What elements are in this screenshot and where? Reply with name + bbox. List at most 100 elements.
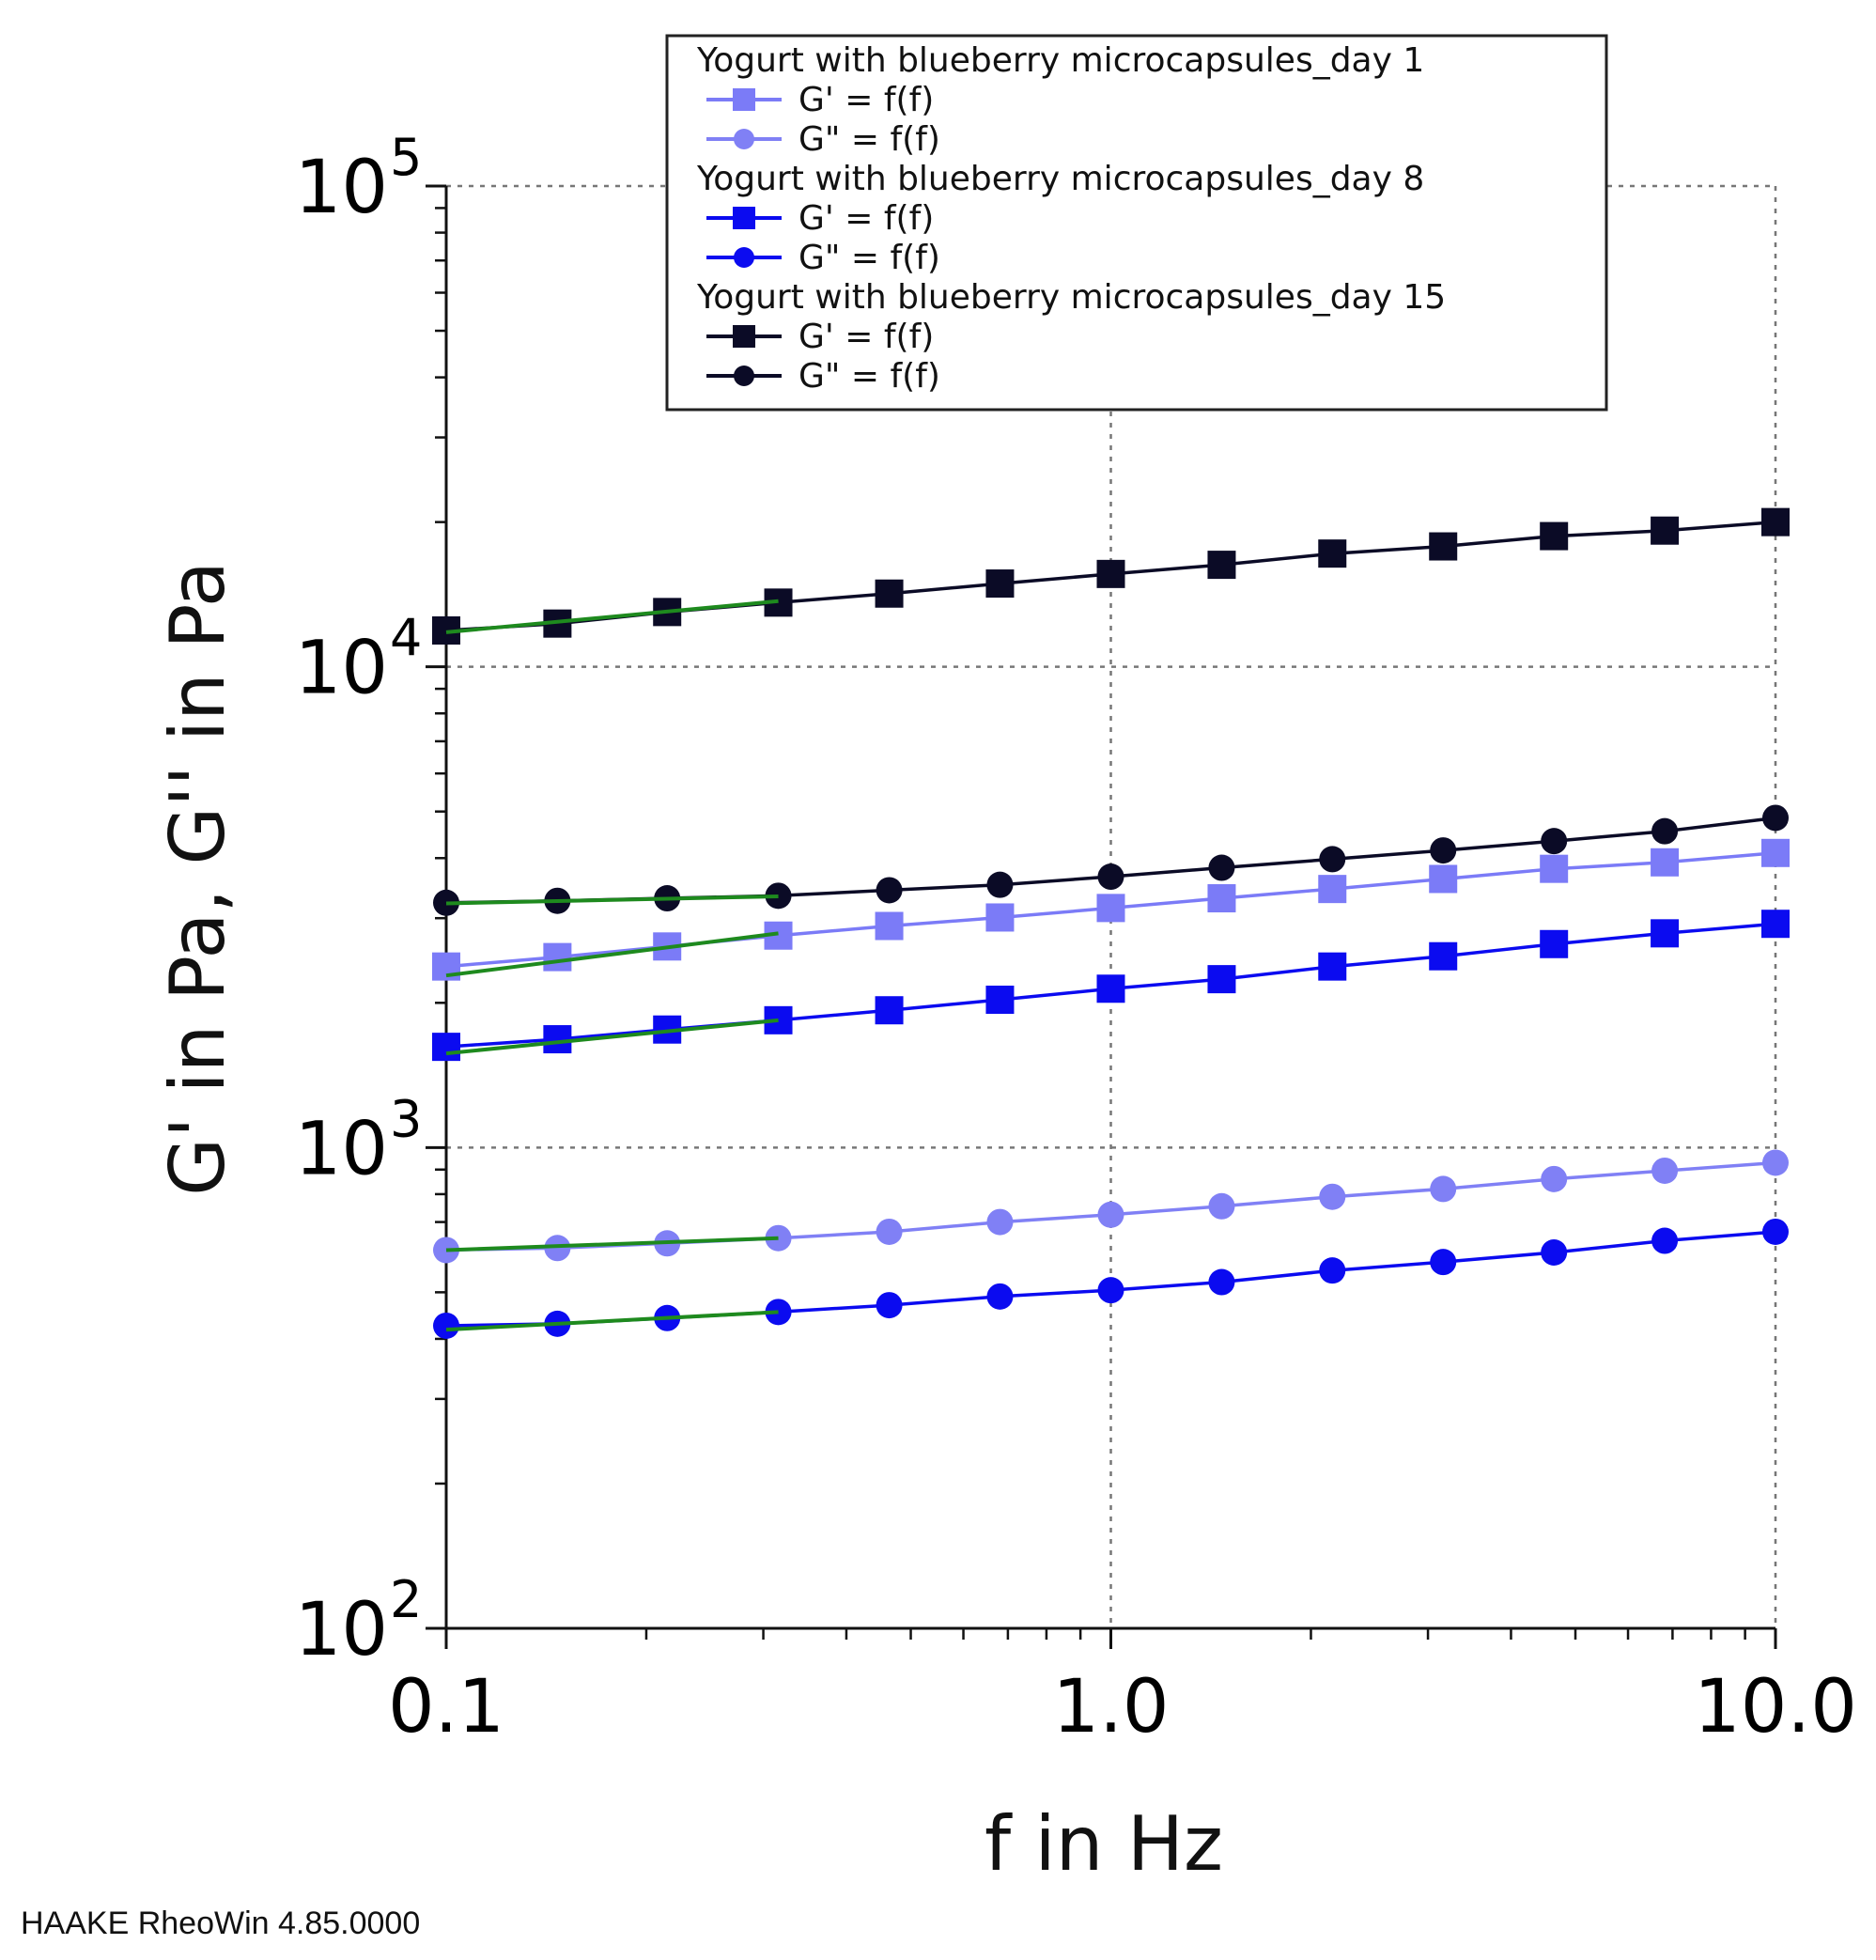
legend-series-label: G" = f(f) <box>798 239 940 277</box>
data-point-square <box>985 985 1015 1014</box>
data-point-square <box>1651 848 1680 877</box>
software-footer: HAAKE RheoWin 4.85.0000 <box>21 1906 421 1941</box>
data-point-square <box>1096 894 1125 923</box>
data-point-circle <box>1762 804 1789 832</box>
fit-line <box>445 1018 779 1056</box>
legend-series-label: G' = f(f) <box>798 81 934 119</box>
data-point-square <box>1540 521 1569 551</box>
data-point-square <box>1318 539 1347 568</box>
data-point-square <box>1761 838 1790 867</box>
legend-marker-square <box>733 207 755 229</box>
data-point-circle <box>1541 1165 1568 1192</box>
data-point-circle <box>433 1312 459 1339</box>
data-point-circle <box>1208 1268 1235 1296</box>
data-point-square <box>1429 941 1458 971</box>
x-tick-label: 0.1 <box>388 1665 504 1750</box>
data-point-circle <box>1319 1257 1346 1284</box>
data-point-circle <box>1097 1201 1124 1228</box>
y-tick-exponent: 4 <box>390 609 422 668</box>
legend-box <box>665 34 1608 412</box>
data-point-circle <box>986 1283 1014 1310</box>
data-point-square <box>543 942 572 972</box>
y-tick-exponent: 5 <box>390 128 422 187</box>
data-point-circle <box>1319 846 1346 873</box>
data-point-square <box>1318 952 1347 981</box>
fit-line <box>445 1310 779 1332</box>
data-point-circle <box>1319 1183 1346 1210</box>
data-point-circle <box>1430 837 1457 864</box>
data-point-circle <box>876 877 903 904</box>
legend-series-label: G' = f(f) <box>798 199 934 238</box>
x-axis-title: f in Hz <box>985 1800 1223 1888</box>
legend-marker-circle <box>734 129 754 149</box>
data-point-square <box>1096 974 1125 1003</box>
legend-marker-square <box>733 325 755 348</box>
y-axis-title: G' in Pa, G'' in Pa <box>154 561 241 1196</box>
fit-line <box>445 599 779 634</box>
data-point-circle <box>1762 1218 1789 1245</box>
fit-line <box>445 894 779 906</box>
data-point-square <box>1207 884 1236 913</box>
data-point-circle <box>1651 1227 1679 1254</box>
data-point-circle <box>1430 1249 1457 1276</box>
data-point-square <box>1207 551 1236 580</box>
legend-marker-square <box>733 88 755 111</box>
legend-group-title: Yogurt with blueberry microcapsules_day … <box>696 41 1424 80</box>
data-point-square <box>1207 965 1236 994</box>
data-point-circle <box>1208 854 1235 881</box>
data-point-circle <box>876 1292 903 1319</box>
legend: Yogurt with blueberry microcapsules_day … <box>665 34 1608 412</box>
legend-series-label: G' = f(f) <box>798 318 934 356</box>
y-tick-exponent: 2 <box>390 1570 422 1629</box>
data-point-square <box>432 952 460 981</box>
legend-series-label: G" = f(f) <box>798 120 940 159</box>
data-point-circle <box>876 1218 903 1245</box>
data-point-square <box>875 579 904 608</box>
data-point-square <box>432 1033 460 1062</box>
fit-line <box>445 1236 779 1252</box>
data-point-square <box>1429 864 1458 894</box>
legend-group-title: Yogurt with blueberry microcapsules_day … <box>696 278 1446 317</box>
fit-line <box>445 931 779 978</box>
data-point-circle <box>1208 1192 1235 1220</box>
data-point-circle <box>765 882 792 910</box>
data-point-square <box>1761 507 1790 537</box>
data-point-circle <box>544 1235 571 1262</box>
y-tick-label: 10 <box>295 1588 388 1672</box>
data-point-square <box>1651 516 1680 545</box>
fit-lines <box>445 599 779 1332</box>
data-point-square <box>875 911 904 941</box>
legend-series-label: G" = f(f) <box>798 357 940 396</box>
data-point-circle <box>1651 817 1679 845</box>
data-point-circle <box>986 1208 1014 1236</box>
data-point-square <box>1540 854 1569 883</box>
data-point-circle <box>1097 1277 1124 1304</box>
data-point-square <box>1540 929 1569 958</box>
data-point-circle <box>1762 1149 1789 1176</box>
x-ticks: 0.1 1.0 10.0 <box>388 1628 1857 1750</box>
data-point-square <box>1761 910 1790 939</box>
y-tick-exponent: 3 <box>390 1089 422 1148</box>
data-point-square <box>1429 532 1458 561</box>
legend-marker-circle <box>734 247 754 268</box>
data-point-square <box>1651 919 1680 948</box>
data-point-circle <box>986 871 1014 898</box>
data-point-square <box>1318 875 1347 904</box>
y-tick-label: 10 <box>295 146 388 230</box>
data-point-circle <box>1651 1157 1679 1184</box>
x-tick-label: 10.0 <box>1694 1665 1857 1750</box>
data-point-circle <box>1541 1239 1568 1267</box>
data-point-circle <box>1541 828 1568 855</box>
data-point-square <box>985 903 1015 932</box>
data-point-circle <box>1097 863 1124 891</box>
data-point-circle <box>1430 1175 1457 1203</box>
legend-marker-circle <box>734 366 754 386</box>
data-point-square <box>1096 559 1125 588</box>
y-tick-label: 10 <box>295 627 388 711</box>
legend-group-title: Yogurt with blueberry microcapsules_day … <box>696 160 1424 198</box>
axis-titles: f in Hz G' in Pa, G'' in Pa <box>154 561 1223 1888</box>
data-point-square <box>985 569 1015 599</box>
y-tick-label: 10 <box>295 1107 388 1191</box>
